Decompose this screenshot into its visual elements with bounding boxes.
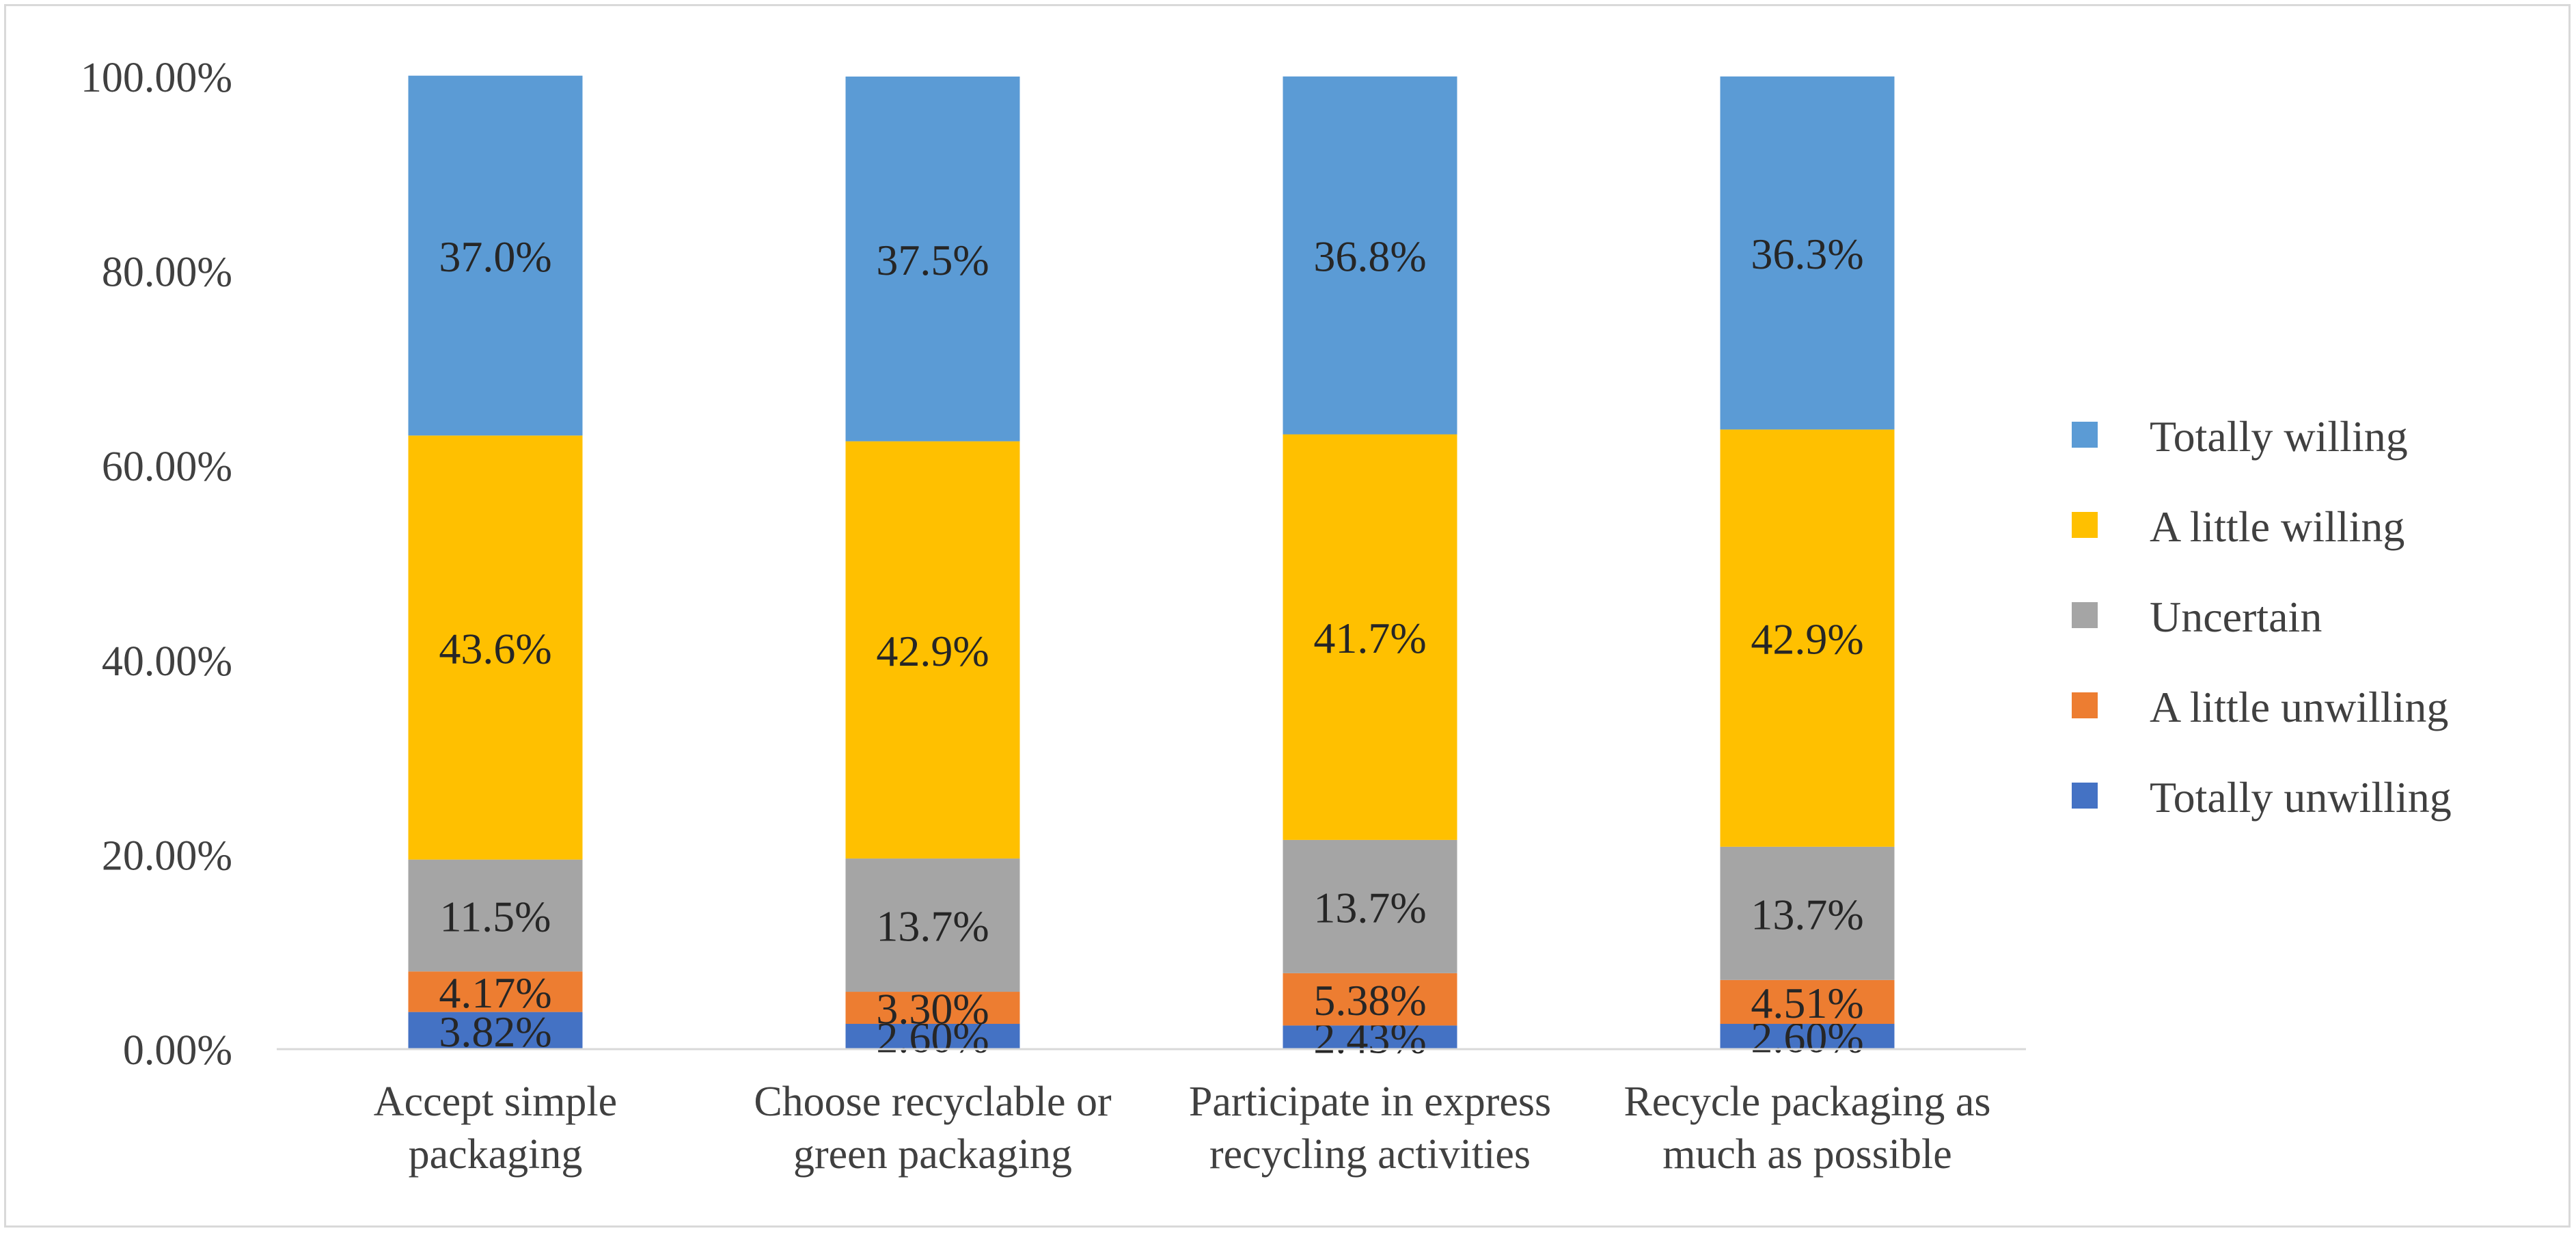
x-tick-label-line: Accept simple: [374, 1079, 617, 1125]
bar-segment: [1283, 839, 1457, 973]
data-label: 36.3%: [1751, 230, 1863, 278]
legend-label: Totally unwilling: [2150, 773, 2452, 822]
bars: 3.82%4.17%11.5%43.6%37.0%2.60%3.30%13.7%…: [408, 75, 1895, 1063]
x-tick-label: Accept simple packaging: [374, 1079, 617, 1178]
data-label: 3.82%: [439, 1007, 551, 1056]
bar-segment: [408, 1012, 583, 1049]
legend-item: Totally willing: [2072, 412, 2408, 461]
legend-label: A little unwilling: [2150, 683, 2448, 731]
data-label: 3.30%: [876, 985, 989, 1033]
legend-swatch: [2072, 422, 2098, 448]
data-label: 13.7%: [876, 902, 989, 951]
legend-item: A little unwilling: [2072, 683, 2448, 731]
bar-segment: [1720, 1024, 1895, 1049]
bar-segment: [845, 992, 1020, 1025]
bar-segment: [1720, 846, 1895, 980]
legend-label: Uncertain: [2150, 593, 2322, 641]
x-tick-label-line: packaging: [409, 1131, 583, 1178]
bar-segment: [408, 435, 583, 860]
y-tick-label: 20.00%: [102, 832, 232, 879]
data-label: 5.38%: [1313, 976, 1426, 1025]
x-tick-label-line: Choose recyclable or: [754, 1079, 1112, 1125]
data-label: 42.9%: [876, 627, 989, 675]
y-tick-label: 0.00%: [123, 1027, 232, 1074]
data-label: 11.5%: [440, 892, 551, 940]
legend: Totally willing A little willing Uncertain…: [2072, 412, 2452, 822]
data-label: 37.0%: [439, 232, 551, 281]
bar-segment: [1720, 76, 1895, 430]
x-tick-label-line: Participate in express: [1189, 1079, 1551, 1125]
data-label: 41.7%: [1313, 614, 1426, 662]
y-tick-label: 100.00%: [81, 55, 232, 101]
x-tick-label: Choose recyclable or green packaging: [754, 1079, 1112, 1178]
bar-segment: [1283, 973, 1457, 1026]
legend-item: Uncertain: [2072, 593, 2322, 641]
x-tick-label: Recycle packaging as much as possible: [1623, 1079, 1990, 1178]
bar-segment: [408, 859, 583, 972]
data-label: 4.51%: [1751, 979, 1863, 1027]
bar-segment: [845, 1024, 1020, 1049]
y-tick-label: 80.00%: [102, 249, 232, 296]
legend-label: A little willing: [2150, 502, 2404, 551]
x-tick-label: Participate in express recycling activiti…: [1189, 1079, 1551, 1178]
bar-segment: [1720, 979, 1895, 1025]
bar-segment: [1283, 1025, 1457, 1049]
x-axis: Accept simple packaging Choose recyclable …: [277, 1048, 2026, 1178]
data-label: 37.5%: [876, 236, 989, 284]
legend-swatch: [2072, 602, 2098, 628]
bar-segment: [408, 75, 583, 436]
bar-segment: [845, 441, 1020, 859]
legend-item: A little willing: [2072, 502, 2404, 551]
legend-item: Totally unwilling: [2072, 773, 2452, 822]
legend-label: Totally willing: [2150, 412, 2408, 461]
data-label: 13.7%: [1751, 890, 1863, 938]
y-tick-label: 60.00%: [102, 444, 232, 490]
bar-segment: [1720, 429, 1895, 847]
y-axis: 0.00% 20.00% 40.00% 60.00% 80.00% 100.00%: [81, 55, 232, 1074]
bar-segment: [845, 77, 1020, 442]
data-label: 42.9%: [1751, 615, 1863, 664]
bar-segment: [845, 858, 1020, 992]
x-tick-label-line: Recycle packaging as: [1623, 1079, 1990, 1125]
legend-swatch: [2072, 783, 2098, 809]
data-label: 43.6%: [439, 624, 551, 673]
legend-swatch: [2072, 692, 2098, 718]
x-tick-label-line: recycling activities: [1209, 1131, 1531, 1178]
x-tick-label-line: green packaging: [793, 1131, 1072, 1178]
data-label: 36.8%: [1313, 232, 1426, 281]
bar-segment: [408, 971, 583, 1012]
x-tick-label-line: much as possible: [1662, 1131, 1952, 1178]
data-label: 4.17%: [439, 968, 551, 1017]
y-tick-label: 40.00%: [102, 638, 232, 685]
bar-segment: [1283, 76, 1457, 435]
bar-segment: [1283, 434, 1457, 840]
data-label: 13.7%: [1313, 883, 1426, 932]
legend-swatch: [2072, 512, 2098, 538]
